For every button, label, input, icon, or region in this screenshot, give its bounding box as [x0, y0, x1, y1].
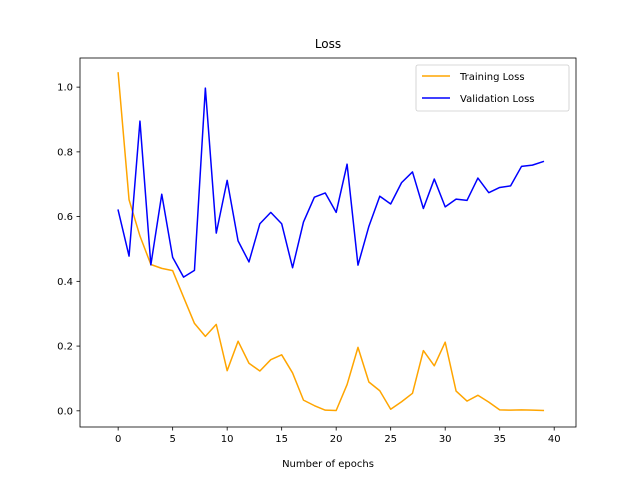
y-tick-label: 1.0: [57, 83, 73, 94]
training-loss-legend-label: Training Loss: [459, 72, 525, 83]
x-tick-label: 35: [493, 434, 506, 445]
y-tick-label: 0.6: [57, 212, 73, 223]
x-tick-label: 40: [548, 434, 561, 445]
x-tick-label: 10: [221, 434, 234, 445]
y-tick-label: 0.2: [57, 342, 73, 353]
x-tick-label: 20: [330, 434, 343, 445]
plot-area: 0 5 10 15 20 25 30 35 40 0.0 0.2 0.4 0.6 0.8 1.0: [57, 57, 577, 445]
y-tick-label: 0.0: [57, 406, 73, 417]
training-loss-line: [117, 72, 545, 412]
x-tick-label: 0: [115, 434, 121, 445]
x-tick-label: 30: [439, 434, 452, 445]
x-axis-label: Number of epochs: [282, 459, 374, 470]
y-tick-label: 0.4: [57, 277, 73, 288]
legend: Training Loss Validation Loss: [415, 64, 570, 112]
validation-loss-line: [117, 87, 545, 278]
validation-loss-legend-label: Validation Loss: [460, 94, 535, 105]
x-tick-label: 15: [275, 434, 288, 445]
x-tick-label: 25: [384, 434, 397, 445]
legend-box: [415, 64, 570, 112]
y-tick-label: 0.8: [57, 147, 73, 158]
x-tick-label: 5: [169, 434, 175, 445]
chart-title: Loss: [315, 37, 341, 51]
axes-frame: [79, 57, 577, 428]
